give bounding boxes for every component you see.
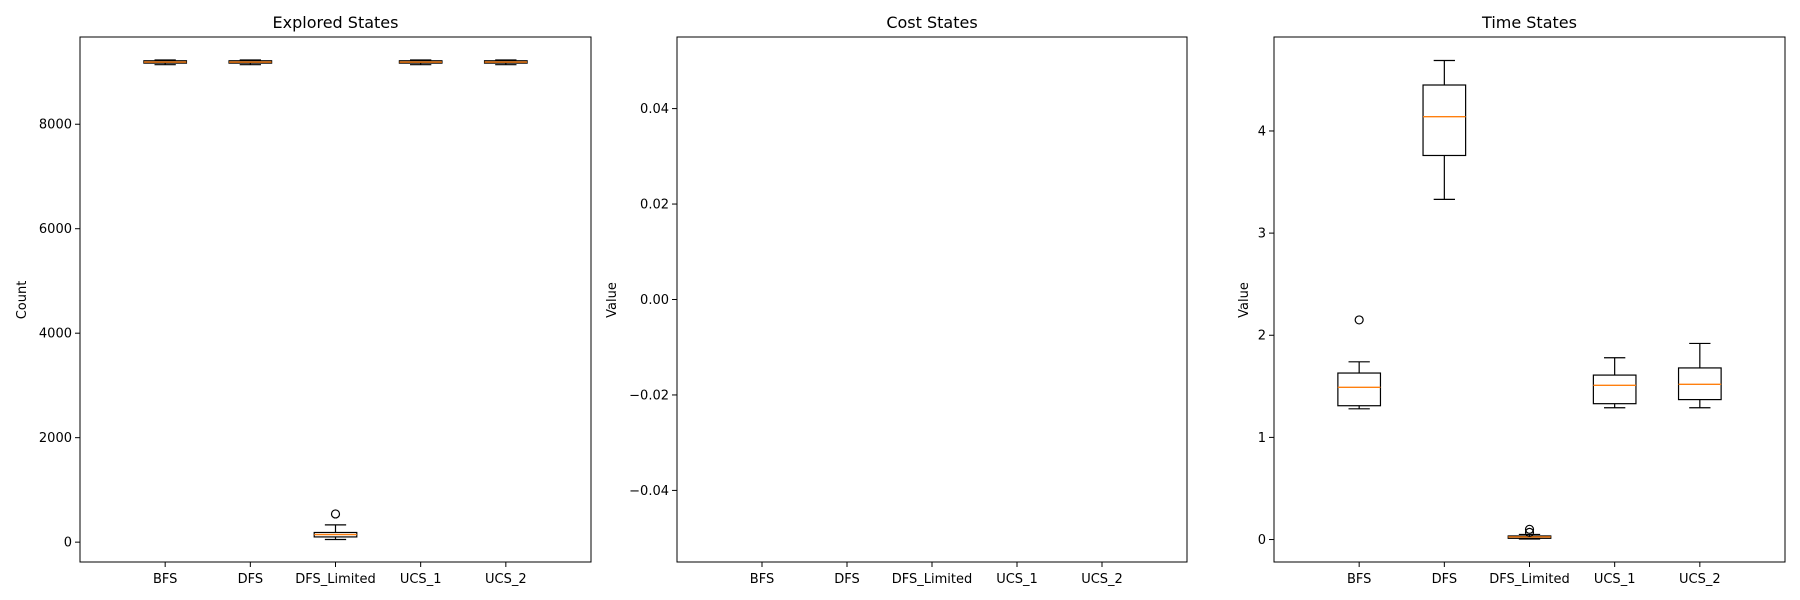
- iqr-box: [1337, 372, 1382, 407]
- y-tick-label: 4: [1258, 124, 1266, 139]
- chart-title: Explored States: [273, 13, 399, 32]
- y-tick-label: 1: [1258, 431, 1266, 446]
- y-tick-label: 0: [64, 536, 72, 551]
- outlier-point: [1524, 524, 1535, 534]
- y-tick-label: 4000: [39, 327, 72, 342]
- y-tick-label: 3: [1258, 227, 1266, 242]
- y-tick-label: 0.02: [640, 198, 669, 213]
- x-tick-label: UCS_1: [1594, 572, 1636, 587]
- axes-frame: [1273, 36, 1786, 563]
- box-BFS: [143, 59, 188, 66]
- axes-frame: [79, 36, 592, 563]
- y-axis-label: Value: [1237, 282, 1252, 318]
- x-tick-label: DFS: [238, 572, 264, 587]
- box-BFS: [1337, 315, 1382, 410]
- box-UCS_2: [483, 59, 528, 66]
- box-UCS_2: [1677, 342, 1722, 409]
- box-DFS: [1422, 59, 1467, 201]
- box-UCS_1: [1592, 357, 1637, 409]
- y-axis-label: Value: [605, 282, 620, 318]
- chart-title: Cost States: [886, 13, 977, 32]
- y-tick-label: −0.04: [629, 484, 669, 499]
- outlier-point: [330, 509, 341, 519]
- y-tick-label: 0.04: [640, 102, 669, 117]
- x-tick-label: BFS: [1347, 572, 1371, 587]
- outlier-point: [1354, 315, 1364, 325]
- y-tick-label: 2: [1258, 329, 1266, 344]
- x-tick-label: DFS_Limited: [1489, 572, 1570, 587]
- panel-explored-states: Explored States Count 0 2000 4000 6000 8000 B…: [15, 13, 592, 587]
- box-DFS_Limited: [313, 509, 358, 541]
- y-axis-label: Count: [15, 281, 30, 320]
- box-UCS_1: [398, 59, 443, 66]
- x-tick-label: UCS_1: [996, 572, 1038, 587]
- y-tick-label: 8000: [39, 118, 72, 133]
- iqr-box: [1592, 374, 1637, 405]
- y-tick-label: 6000: [39, 222, 72, 237]
- box-DFS: [228, 59, 273, 66]
- chart-title: Time States: [1481, 13, 1577, 32]
- outlier-point: [1524, 527, 1535, 537]
- x-tick-label: BFS: [153, 572, 177, 587]
- panel-cost-states: Cost States Value −0.04 −0.02 0.00 0.02 0.04…: [605, 13, 1188, 587]
- panel-time-states: Time States Value 0 1 2 3 4 BFS DFS DFS_Limited…: [1237, 13, 1786, 587]
- y-tick-label: 2000: [39, 431, 72, 446]
- x-tick-label: BFS: [750, 572, 774, 587]
- y-tick-label: 0: [1258, 533, 1266, 548]
- y-tick-label: 0.00: [640, 293, 669, 308]
- box-DFS_Limited: [1507, 524, 1552, 540]
- x-tick-label: DFS_Limited: [295, 572, 376, 587]
- x-tick-label: UCS_2: [485, 572, 527, 587]
- x-tick-label: UCS_2: [1081, 572, 1123, 587]
- x-tick-label: UCS_1: [400, 572, 442, 587]
- x-tick-label: DFS: [834, 572, 860, 587]
- x-tick-label: DFS_Limited: [892, 572, 973, 587]
- axes-frame: [676, 36, 1188, 563]
- y-tick-label: −0.02: [629, 388, 669, 403]
- iqr-box: [1422, 84, 1467, 157]
- x-tick-label: DFS: [1432, 572, 1458, 587]
- x-tick-label: UCS_2: [1679, 572, 1721, 587]
